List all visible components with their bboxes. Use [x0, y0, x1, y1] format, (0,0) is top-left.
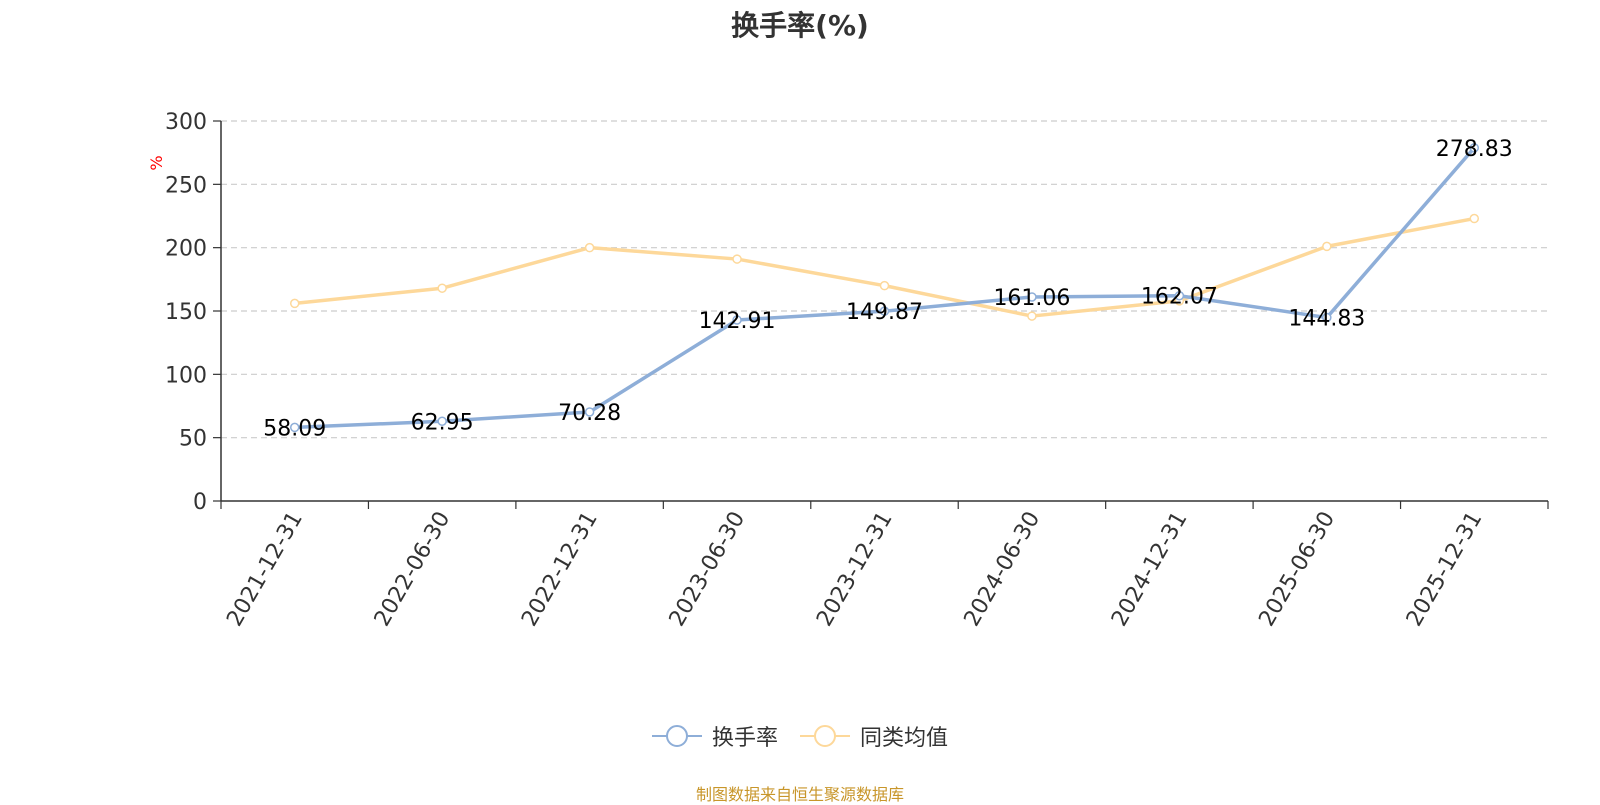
x-tick-label: 2021-12-31 [222, 508, 308, 631]
data-point [289, 422, 300, 433]
x-tick-label: 2023-12-31 [812, 508, 898, 631]
data-label: 161.06 [993, 286, 1070, 311]
data-point [289, 298, 300, 309]
data-point [1469, 213, 1480, 224]
data-point [879, 280, 890, 291]
y-tick-label: 100 [165, 363, 207, 388]
y-tick-label: 200 [165, 237, 207, 262]
x-tick-label: 2024-12-31 [1107, 508, 1193, 631]
data-point [1027, 292, 1037, 302]
legend-label-turnover: 换手率 [711, 726, 778, 751]
chart-title: 换手率(%) [731, 9, 869, 42]
data-point [1322, 241, 1332, 252]
legend-label-peer-average: 同类均值 [860, 726, 949, 751]
y-tick-label: 50 [179, 427, 207, 452]
data-point [437, 416, 447, 427]
x-tick-label: 2024-06-30 [960, 508, 1046, 631]
legend-item-peer-average[interactable]: 同类均值 [800, 720, 948, 752]
data-label: 70.28 [558, 401, 621, 426]
data-label: 149.87 [846, 300, 923, 325]
data-point [732, 315, 742, 325]
data-label: 144.83 [1288, 307, 1365, 332]
data-point [879, 306, 890, 316]
data-label: 142.91 [699, 309, 776, 334]
data-point [1322, 312, 1332, 323]
data-point [584, 242, 595, 253]
data-label: 162.07 [1141, 285, 1218, 310]
y-axis-label: % [147, 155, 166, 170]
data-point [732, 254, 742, 264]
legend-marker-peer-average [800, 725, 850, 747]
y-tick-label: 300 [165, 110, 207, 135]
x-tick-label: 2022-12-31 [517, 508, 603, 631]
y-tick-label: 0 [193, 490, 207, 515]
legend-marker-turnover [651, 725, 702, 747]
data-label: 278.83 [1436, 137, 1513, 162]
x-tick-label: 2025-12-31 [1402, 508, 1488, 631]
data-label: 62.95 [411, 410, 474, 435]
data-label: 58.09 [263, 416, 326, 441]
data-source-note: 制图数据来自恒生聚源数据库 [695, 785, 904, 804]
data-point [1027, 311, 1037, 321]
x-tick-label: 2023-06-30 [665, 508, 751, 631]
data-point [1469, 143, 1480, 153]
x-tick-label: 2025-06-30 [1254, 508, 1340, 631]
y-tick-label: 250 [165, 173, 207, 198]
y-tick-label: 150 [165, 300, 207, 325]
line-chart: 0 50 100 150 200 250 300% 2021-12-31 2022-06-30 2… [147, 110, 1549, 631]
legend: 换手率 同类均值 [0, 720, 1600, 752]
x-tick-label: 2022-06-30 [370, 508, 456, 631]
data-point [1174, 290, 1185, 301]
data-point [437, 283, 447, 293]
legend-item-turnover[interactable]: 换手率 [651, 720, 778, 752]
data-point [584, 407, 595, 417]
